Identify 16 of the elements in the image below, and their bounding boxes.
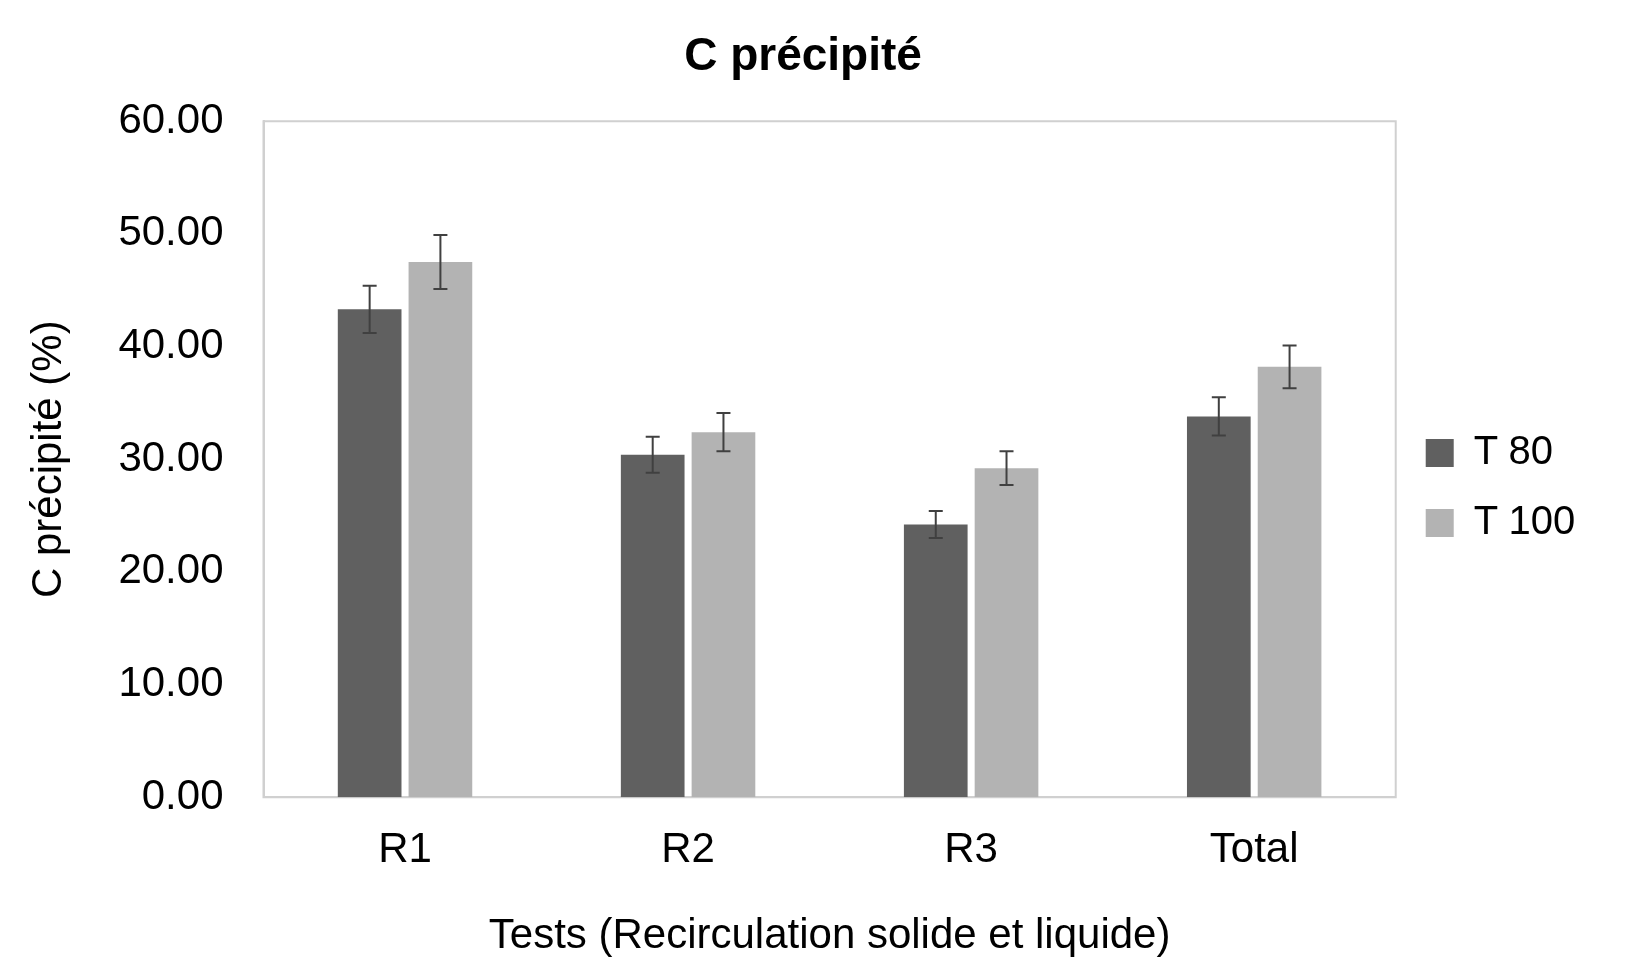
x-tick-label: R3 xyxy=(944,823,998,871)
x-tick-label: R1 xyxy=(378,823,432,871)
y-tick-label: 40.00 xyxy=(118,320,224,368)
y-tick-label: 30.00 xyxy=(118,432,224,480)
x-tick-label: Total xyxy=(1209,823,1299,871)
y-tick-label: 50.00 xyxy=(118,207,224,255)
legend-label: T 100 xyxy=(1473,498,1576,543)
chart-title: C précipité xyxy=(684,28,922,81)
y-tick-label: 60.00 xyxy=(118,94,224,142)
x-tick-label: R2 xyxy=(661,823,715,871)
y-axis-title: C précipité (%) xyxy=(22,320,70,599)
y-tick-label: 20.00 xyxy=(118,545,224,593)
y-tick-label: 0.00 xyxy=(141,770,224,818)
legend-label: T 80 xyxy=(1473,428,1554,473)
x-axis-title: Tests (Recirculation solide et liquide) xyxy=(488,910,1171,958)
y-tick-label: 10.00 xyxy=(118,658,224,706)
